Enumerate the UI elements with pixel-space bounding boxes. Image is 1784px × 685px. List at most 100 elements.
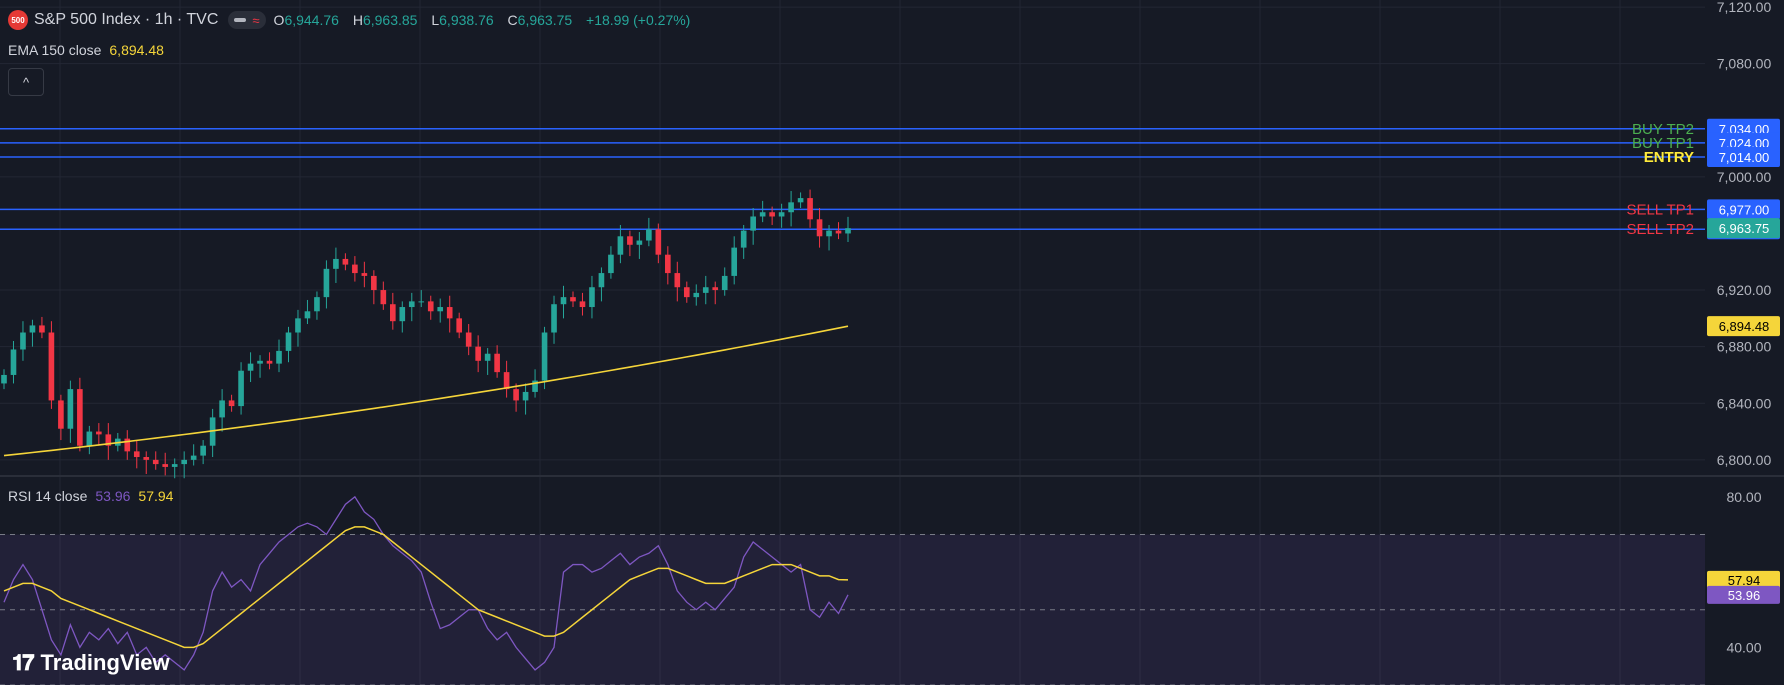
symbol-title[interactable]: S&P 500 Index · 1h · TVC xyxy=(34,11,218,29)
candle-body xyxy=(20,333,26,350)
legend-controls[interactable]: ≈ xyxy=(228,11,265,29)
candle-body xyxy=(712,287,718,290)
symbol-legend: 500 S&P 500 Index · 1h · TVC ≈ O6,944.76… xyxy=(8,10,700,30)
candle-body xyxy=(134,451,140,457)
level-label: SELL TP2 xyxy=(1626,221,1694,238)
candle-body xyxy=(362,273,368,276)
candle-body xyxy=(760,212,766,216)
price-tag-ema-label: 6,894.48 xyxy=(1719,319,1770,334)
candle-body xyxy=(836,231,842,234)
candle-body xyxy=(352,265,358,273)
candle-body xyxy=(798,198,804,202)
candle-body xyxy=(466,333,472,347)
candle-body xyxy=(181,460,187,464)
ohlc-open-key: O xyxy=(274,12,285,28)
candle-body xyxy=(200,446,206,456)
ohlc-values: O6,944.76 H6,963.85 L6,938.76 C6,963.75 … xyxy=(274,12,701,28)
ohlc-high-key: H xyxy=(353,12,363,28)
ema-legend[interactable]: EMA 150 close 6,894.48 xyxy=(8,42,164,58)
candle-body xyxy=(627,236,633,244)
candle-body xyxy=(561,297,567,304)
candle-body xyxy=(87,432,93,446)
candle-body xyxy=(399,307,405,321)
candle-body xyxy=(741,231,747,248)
candle-body xyxy=(1,375,7,383)
price-axis-label: 7,000.00 xyxy=(1717,169,1772,185)
candle-body xyxy=(722,276,728,290)
candle-body xyxy=(30,325,36,332)
candle-body xyxy=(39,325,45,332)
candle-body xyxy=(437,307,443,311)
candle-body xyxy=(817,219,823,236)
candle-body xyxy=(96,432,102,435)
candle-body xyxy=(826,231,832,237)
candle-body xyxy=(523,392,529,400)
candle-body xyxy=(58,400,64,428)
tradingview-logo-text: TradingView xyxy=(40,650,169,676)
candle-body xyxy=(646,229,652,240)
candle-body xyxy=(343,259,349,265)
ohlc-change: +18.99 (+0.27%) xyxy=(586,12,690,28)
candle-body xyxy=(542,333,548,381)
candle-body xyxy=(295,318,301,332)
candle-body xyxy=(229,400,235,406)
candle-body xyxy=(684,287,690,297)
candle-body xyxy=(504,372,510,389)
eye-dash-icon[interactable] xyxy=(234,18,246,22)
candle-body xyxy=(580,301,586,307)
candle-body xyxy=(589,287,595,307)
candle-body xyxy=(409,301,415,307)
price-tag-last-label: 6,963.75 xyxy=(1719,221,1770,236)
symbol-badge[interactable]: 500 xyxy=(8,10,28,30)
candle-body xyxy=(238,371,244,406)
candle-body xyxy=(807,198,813,219)
rsi-ma-price-tag-label: 57.94 xyxy=(1728,573,1761,588)
price-axis-label: 6,840.00 xyxy=(1717,395,1772,411)
candle-body xyxy=(68,389,74,429)
candle-body xyxy=(693,293,699,297)
ohlc-open-value: 6,944.76 xyxy=(284,12,339,28)
candle-body xyxy=(324,269,330,297)
rsi-legend-name: RSI 14 close xyxy=(8,488,87,504)
candle-body xyxy=(428,301,434,311)
candle-body xyxy=(371,276,377,290)
collapse-legend-button[interactable]: ^ xyxy=(8,68,44,96)
candle-body xyxy=(608,255,614,273)
candle-body xyxy=(276,351,282,364)
ema-legend-value: 6,894.48 xyxy=(109,42,164,58)
rsi-legend[interactable]: RSI 14 close 53.96 57.94 xyxy=(8,488,173,504)
price-axis-label: 7,080.00 xyxy=(1717,56,1772,72)
tradingview-logo[interactable]: 𝟏𝟕 TradingView xyxy=(12,650,170,676)
price-axis-label: 6,920.00 xyxy=(1717,282,1772,298)
ohlc-low-value: 6,938.76 xyxy=(439,12,494,28)
price-axis-label: 6,800.00 xyxy=(1717,452,1772,468)
candle-body xyxy=(656,229,662,254)
wave-icon[interactable]: ≈ xyxy=(252,13,259,28)
candle-body xyxy=(257,361,263,364)
candle-body xyxy=(286,333,292,351)
candle-body xyxy=(143,457,149,460)
ema-legend-name: EMA 150 close xyxy=(8,42,101,58)
candle-body xyxy=(570,297,576,301)
candle-body xyxy=(731,248,737,276)
candle-body xyxy=(618,236,624,254)
candle-body xyxy=(248,364,254,371)
candle-body xyxy=(381,290,387,304)
candle-body xyxy=(390,304,396,321)
candle-body xyxy=(551,304,557,332)
candle-body xyxy=(153,460,159,464)
candle-body xyxy=(513,389,519,400)
candle-body xyxy=(418,301,424,302)
rsi-axis-label: 80.00 xyxy=(1726,489,1761,505)
candle-body xyxy=(191,456,197,460)
candle-body xyxy=(305,311,311,318)
level-price-tag-label: 6,977.00 xyxy=(1719,202,1770,217)
level-label: ENTRY xyxy=(1644,149,1694,166)
candle-body xyxy=(788,202,794,212)
candle-body xyxy=(665,255,671,273)
rsi-legend-value: 53.96 xyxy=(95,488,130,504)
candle-body xyxy=(162,464,168,467)
candle-body xyxy=(845,228,851,233)
candle-body xyxy=(447,307,453,318)
